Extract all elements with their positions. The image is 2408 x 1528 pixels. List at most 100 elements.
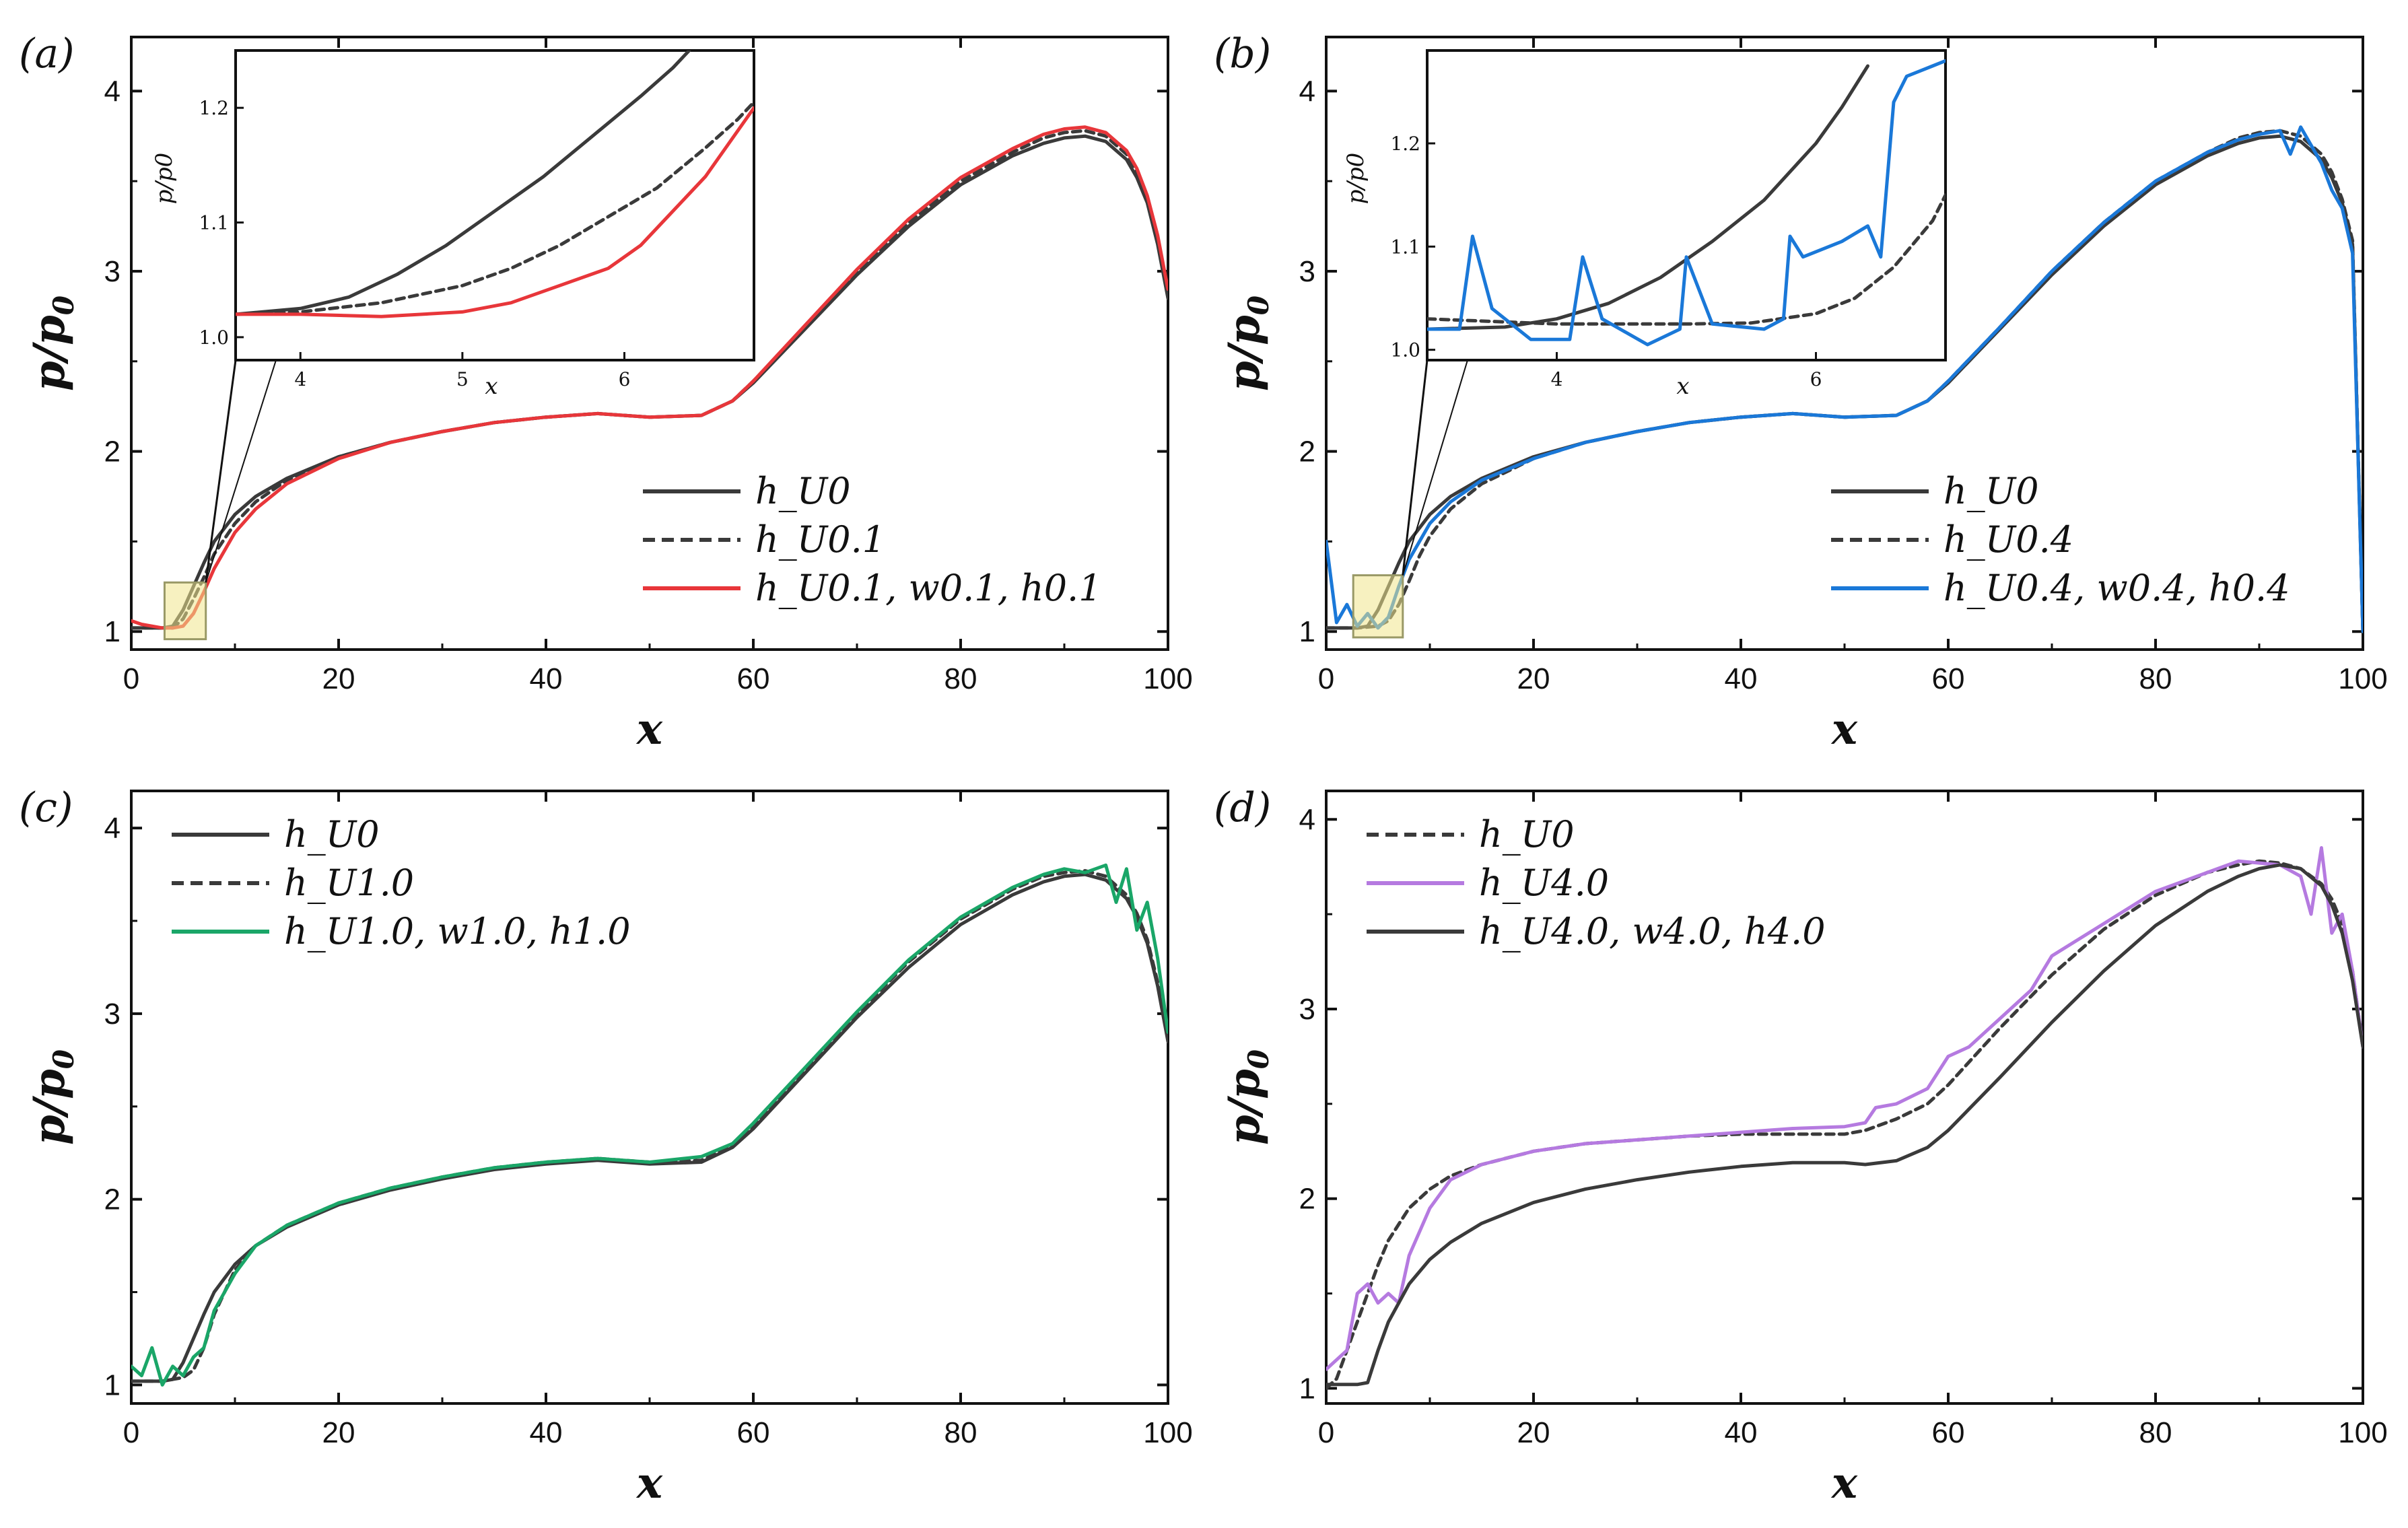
y-axis-label-sub: 0 — [47, 296, 80, 315]
y-tick-label: 3 — [1299, 255, 1315, 288]
zoom-box — [1352, 574, 1404, 639]
legend: h_U0 h_U0.1 h_U0.1, w0.1, h0.1 — [643, 470, 1102, 609]
legend-label: h_U4.0, w4.0, h4.0 — [1479, 910, 1826, 952]
y-tick-label: 1 — [104, 615, 121, 648]
x-tick-label: 0 — [123, 662, 139, 695]
legend-label: h_U4.0 — [1479, 862, 1609, 904]
y-tick-label: 1 — [1299, 1372, 1315, 1405]
legend-label: h_U0.4 — [1943, 518, 2073, 561]
y-axis-label-sub: 0 — [47, 1049, 80, 1069]
x-tick-label: 100 — [1143, 1416, 1192, 1449]
x-tick-label: 60 — [1932, 662, 1965, 695]
x-tick-label: 0 — [1318, 662, 1334, 695]
zoom-connector — [1402, 359, 1468, 576]
x-tick-label: 80 — [2139, 1416, 2172, 1449]
legend-label: h_U0.1 — [755, 518, 885, 561]
inset-y-tick-label: 1.1 — [1390, 236, 1420, 258]
series-line-2 — [131, 863, 1168, 1387]
x-tick-label: 40 — [530, 662, 563, 695]
y-axis-label-main: p/p — [24, 1069, 75, 1145]
x-tick-label: 60 — [737, 662, 770, 695]
x-tick-label: 100 — [2338, 1416, 2387, 1449]
inset-y-tick-label: 1.1 — [199, 212, 229, 234]
x-tick-label: 80 — [944, 1416, 977, 1449]
legend: h_U0 h_U4.0 h_U4.0, w4.0, h4.0 — [1367, 813, 1826, 952]
inset-series-line-0 — [236, 50, 691, 316]
y-tick-label: 4 — [104, 812, 121, 845]
inset-x-tick-label: 6 — [1810, 368, 1822, 390]
y-tick-label: 2 — [104, 1183, 121, 1216]
panel-tag: (c) — [19, 784, 73, 831]
inset-x-tick-label: 6 — [619, 368, 631, 390]
y-tick-label: 3 — [104, 998, 121, 1031]
x-tick-label: 100 — [2338, 662, 2387, 695]
inset-frame — [234, 49, 755, 361]
x-tick-label: 40 — [530, 1416, 563, 1449]
y-axis-label-sub: 0 — [1242, 296, 1275, 315]
x-tick-label: 20 — [322, 662, 355, 695]
y-tick-label: 3 — [104, 255, 121, 288]
inset-y-tick-label: 1.2 — [199, 97, 229, 119]
inset-x-tick-label: 4 — [294, 368, 306, 390]
panel-b: 0 20 40 60 80 1001234xp/p0(b)h_U0h_U0.4h_U0.4… — [1214, 30, 2388, 755]
y-tick-label: 2 — [104, 436, 121, 468]
x-axis-label: x — [1830, 704, 1858, 755]
inset-y-label: p/p0 — [151, 153, 178, 205]
series-line-2 — [1326, 863, 2363, 1387]
legend-label: h_U0 — [1943, 470, 2039, 512]
y-axis-label-sub: 0 — [1242, 1049, 1275, 1069]
legend: h_U0 h_U0.4 h_U0.4, w0.4, h0.4 — [1831, 470, 2290, 609]
inset: 4 5 6 1.0 1.1 1.2 x p/p0 — [151, 49, 755, 641]
x-tick-label: 100 — [1143, 662, 1192, 695]
legend-label: h_U0.4, w0.4, h0.4 — [1943, 567, 2290, 609]
y-axis-label: p/p0 — [24, 1049, 80, 1145]
zoom-connector — [205, 359, 277, 583]
zoom-box — [163, 581, 207, 641]
inset-x-label: x — [485, 373, 497, 400]
y-tick-label: 4 — [1299, 75, 1315, 108]
inset-y-label: p/p0 — [1342, 153, 1369, 205]
panel-d: 0 20 40 60 80 1001234xp/p0(d)h_U0h_U4.0h_U4.0… — [1214, 784, 2388, 1508]
inset-series-line-1 — [236, 100, 754, 316]
x-axis-label: x — [635, 1458, 663, 1508]
y-tick-label: 4 — [1299, 803, 1315, 836]
x-tick-label: 40 — [1725, 662, 1758, 695]
panel-tag: (a) — [19, 30, 75, 77]
legend-label: h_U0 — [1479, 813, 1575, 856]
inset-series-group — [236, 50, 754, 318]
inset-series-line-1 — [1427, 193, 1946, 326]
x-tick-label: 40 — [1725, 1416, 1758, 1449]
legend-label: h_U0 — [284, 813, 380, 856]
y-tick-label: 3 — [1299, 993, 1315, 1026]
y-axis-label-main: p/p — [1219, 1069, 1270, 1145]
legend-label: h_U1.0, w1.0, h1.0 — [284, 910, 631, 952]
x-tick-label: 20 — [322, 1416, 355, 1449]
legend: h_U0 h_U1.0 h_U1.0, w1.0, h1.0 — [172, 813, 631, 952]
inset-y-tick-label: 1.0 — [1390, 339, 1420, 361]
y-tick-label: 1 — [104, 1368, 121, 1401]
inset-x-label: x — [1676, 373, 1689, 400]
y-tick-label: 2 — [1299, 1183, 1315, 1216]
zoom-connector — [1402, 359, 1429, 576]
series-line-0 — [131, 872, 1168, 1383]
y-axis-label-main: p/p — [1219, 315, 1270, 391]
legend-label: h_U0 — [755, 470, 851, 512]
y-axis-label-main: p/p — [24, 315, 75, 391]
y-tick-label: 1 — [1299, 615, 1315, 648]
x-tick-label: 80 — [944, 662, 977, 695]
y-axis-label: p/p0 — [1219, 296, 1275, 391]
panel-tag: (d) — [1214, 784, 1271, 831]
panel-c: 0 20 40 60 80 1001234xp/p0(c)h_U0h_U1.0h_U1.0… — [19, 784, 1193, 1508]
series-line-1 — [1326, 846, 2363, 1371]
y-axis-label: p/p0 — [24, 296, 80, 391]
inset-series-line-2 — [236, 106, 754, 318]
inset-y-tick-label: 1.0 — [199, 326, 229, 349]
inset-series-line-2 — [1427, 59, 1946, 347]
x-axis-label: x — [635, 704, 663, 755]
x-tick-label: 20 — [1517, 662, 1550, 695]
y-tick-label: 2 — [1299, 436, 1315, 468]
zoom-connector — [205, 359, 237, 583]
inset-frame — [1426, 49, 1947, 361]
series-group — [131, 863, 1168, 1387]
